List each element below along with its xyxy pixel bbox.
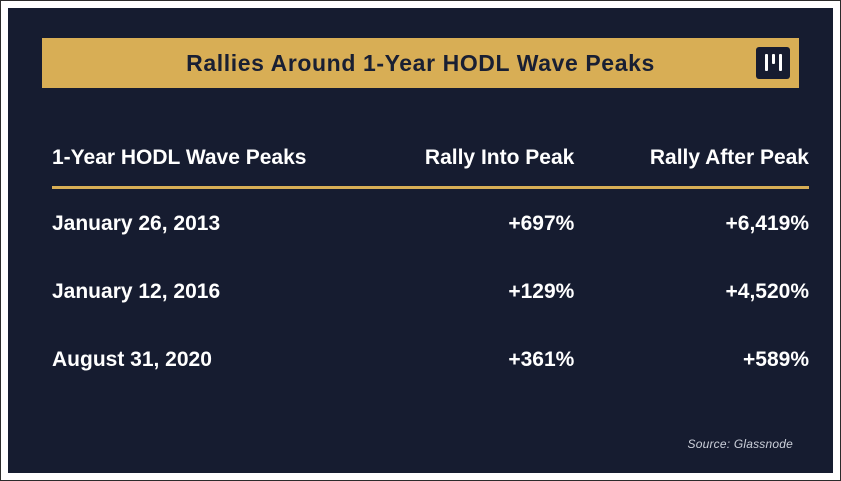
logo-bar-left xyxy=(764,54,768,71)
table-row: August 31, 2020 +361% +589% xyxy=(52,325,809,393)
logo-bar-middle xyxy=(771,54,775,64)
peak-date-cell: January 26, 2013 xyxy=(52,212,221,235)
rally-after-peak-cell: +589% xyxy=(743,348,809,371)
logo-bar-right xyxy=(778,54,782,71)
rally-after-peak-cell: +6,419% xyxy=(725,212,810,235)
rally-into-peak-cell: +361% xyxy=(508,348,575,371)
title-banner: Rallies Around 1-Year HODL Wave Peaks xyxy=(42,38,799,88)
peak-date-cell: August 31, 2020 xyxy=(52,348,212,371)
hodl-table-card: Rallies Around 1-Year HODL Wave Peaks 1-… xyxy=(8,8,833,473)
column-header-rally-after-peak: Rally After Peak xyxy=(574,146,809,189)
rally-into-peak-cell: +697% xyxy=(508,212,575,235)
rally-after-peak-cell: +4,520% xyxy=(725,280,810,303)
peak-date-cell: January 12, 2016 xyxy=(52,280,221,303)
rallies-table: 1-Year HODL Wave Peaks Rally Into Peak R… xyxy=(52,146,809,393)
rally-into-peak-cell: +129% xyxy=(508,280,575,303)
table-header-row: 1-Year HODL Wave Peaks Rally Into Peak R… xyxy=(52,146,809,189)
glassnode-logo-icon xyxy=(756,47,790,79)
table-row: January 12, 2016 +129% +4,520% xyxy=(52,257,809,325)
table-row: January 26, 2013 +697% +6,419% xyxy=(52,188,809,258)
page-title: Rallies Around 1-Year HODL Wave Peaks xyxy=(186,49,655,76)
source-attribution: Source: Glassnode xyxy=(687,437,793,451)
column-header-rally-into-peak: Rally Into Peak xyxy=(392,146,575,189)
column-header-hodl-wave-peaks: 1-Year HODL Wave Peaks xyxy=(52,146,393,189)
